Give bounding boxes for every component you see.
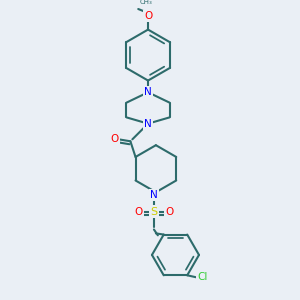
Text: N: N (144, 87, 152, 97)
Text: CH₃: CH₃ (140, 0, 152, 5)
Text: S: S (150, 207, 158, 217)
Text: N: N (150, 190, 158, 200)
Text: O: O (134, 207, 142, 217)
Text: O: O (111, 134, 119, 144)
Text: N: N (144, 118, 152, 129)
Text: O: O (144, 11, 152, 21)
Text: O: O (166, 207, 174, 217)
Text: Cl: Cl (198, 272, 208, 282)
